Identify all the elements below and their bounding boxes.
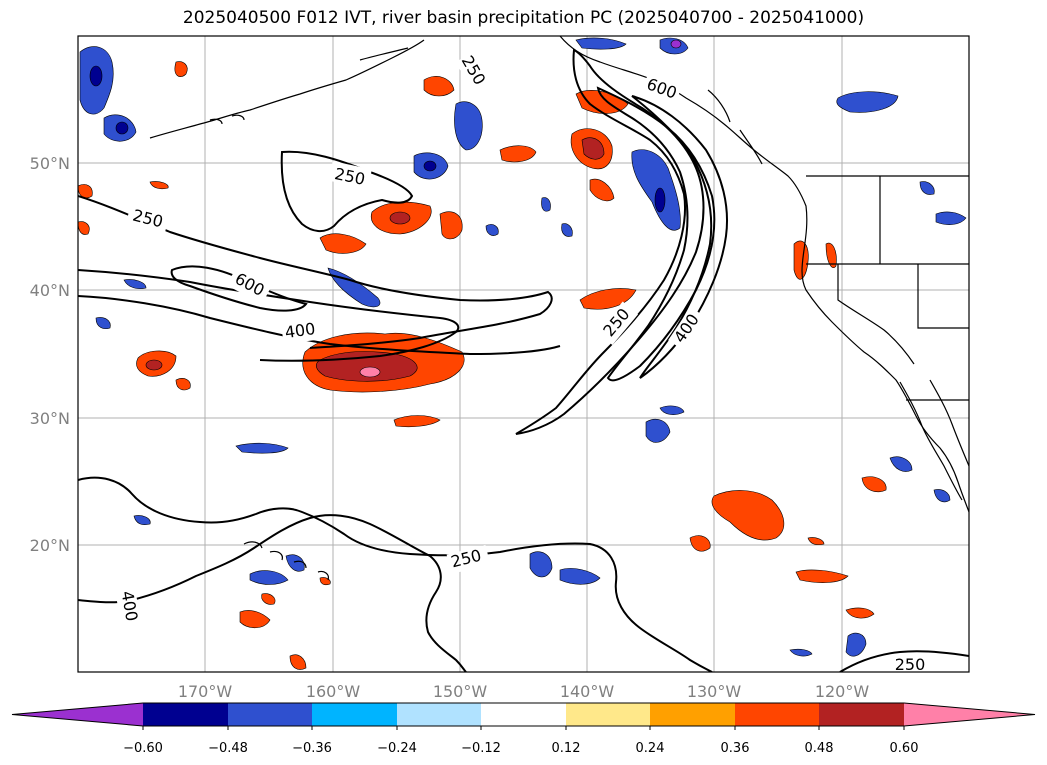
colorbar-tick-label: −0.24 (377, 741, 417, 756)
colorbar (11, 702, 1036, 730)
lon-tick-labels: 170°W 160°W 150°W 140°W 130°W 120°W (178, 682, 870, 701)
colorbar-tick-label: 0.36 (721, 741, 750, 756)
colorbar-tick-label: −0.48 (208, 741, 248, 756)
colorbar-segment (143, 703, 228, 726)
map-title: 2025040500 F012 IVT, river basin precipi… (182, 8, 865, 28)
colorbar-segment (481, 703, 566, 726)
lon-tick-label: 160°W (306, 682, 361, 701)
colorbar-tick-label: 0.48 (805, 741, 834, 756)
ivt-contours (78, 48, 969, 672)
lat-tick-labels: 50°N 40°N 30°N 20°N (30, 154, 70, 555)
colorbar-tick-label: −0.60 (123, 741, 163, 756)
colorbar-tick-labels: −0.60 −0.48 −0.36 −0.24 −0.12 0.12 0.24 … (123, 741, 918, 756)
lat-tick-label: 30°N (30, 409, 70, 428)
contour-label: 400 (284, 319, 317, 342)
colorbar-segment (12, 703, 143, 726)
lat-tick-label: 40°N (30, 281, 70, 300)
lon-tick-label: 150°W (433, 682, 488, 701)
contour-label: 250 (895, 655, 926, 674)
colorbar-segment (904, 703, 1035, 726)
colorbar-segment (735, 703, 819, 726)
colorbar-tick-label: −0.12 (461, 741, 501, 756)
colorbar-segment (228, 703, 312, 726)
colorbar-tick-label: 0.24 (636, 741, 665, 756)
colorbar-tick-label: 0.12 (552, 741, 581, 756)
colorbar-segment (566, 703, 650, 726)
map-area (78, 36, 969, 672)
lon-tick-label: 130°W (687, 682, 742, 701)
colorbar-segment (312, 703, 397, 726)
colorbar-tick-label: 0.60 (890, 741, 919, 756)
colorbar-segment (397, 703, 481, 726)
lat-tick-label: 50°N (30, 154, 70, 173)
colorbar-segment (650, 703, 735, 726)
precip-negative-areas (79, 37, 967, 657)
lon-tick-label: 140°W (560, 682, 615, 701)
map-frame (77, 35, 970, 673)
lon-tick-label: 120°W (815, 682, 870, 701)
lon-tick-label: 170°W (178, 682, 233, 701)
gridlines (78, 36, 969, 672)
colorbar-tick-label: −0.36 (292, 741, 332, 756)
lat-tick-label: 20°N (30, 536, 70, 555)
colorbar-segment (819, 703, 904, 726)
